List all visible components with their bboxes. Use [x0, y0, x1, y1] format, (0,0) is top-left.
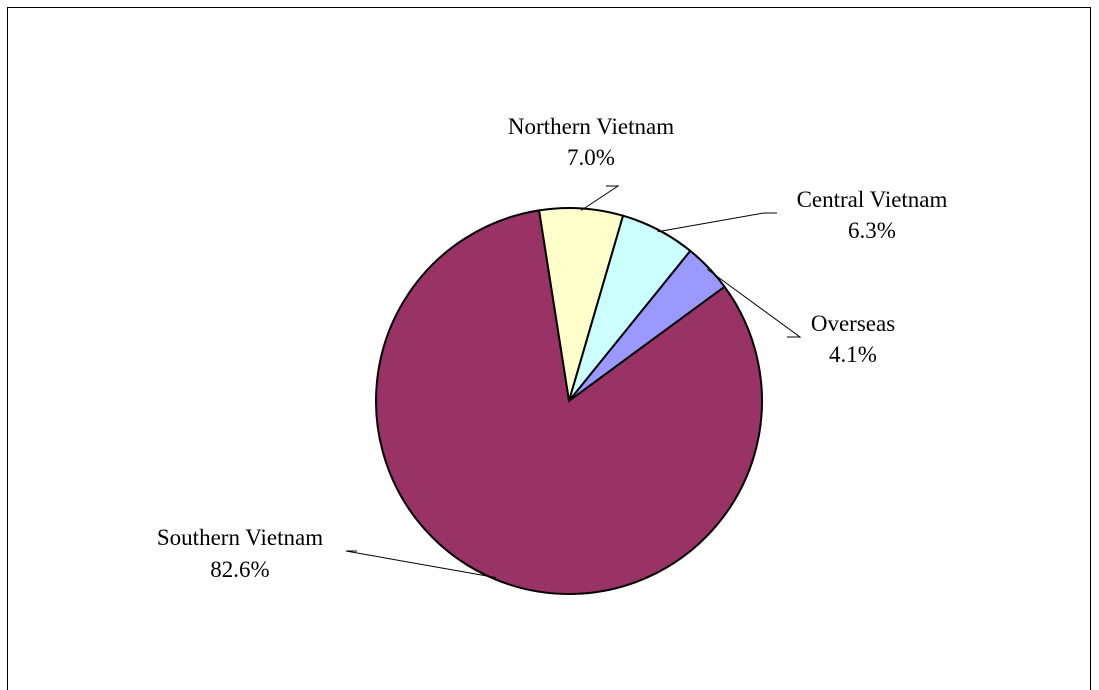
- leader-line-central-vietnam: [657, 212, 777, 233]
- pie-slice-southern-vietnam: [375, 209, 763, 595]
- slice-value-southern-vietnam: 82.6%: [210, 557, 269, 582]
- pie-slices: [375, 207, 763, 595]
- leader-line-northern-vietnam: [580, 185, 620, 211]
- leader-lines: [345, 185, 802, 579]
- leader-line-overseas: [706, 268, 802, 338]
- slice-label-overseas: Overseas: [811, 311, 895, 336]
- slice-label-southern-vietnam: Southern Vietnam: [157, 525, 323, 550]
- slice-value-overseas: 4.1%: [829, 342, 877, 367]
- slice-label-northern-vietnam: Northern Vietnam: [508, 114, 674, 139]
- slice-label-central-vietnam: Central Vietnam: [797, 187, 948, 212]
- leader-line-southern-vietnam: [345, 550, 497, 579]
- slice-value-central-vietnam: 6.3%: [848, 218, 896, 243]
- slice-value-northern-vietnam: 7.0%: [567, 145, 615, 170]
